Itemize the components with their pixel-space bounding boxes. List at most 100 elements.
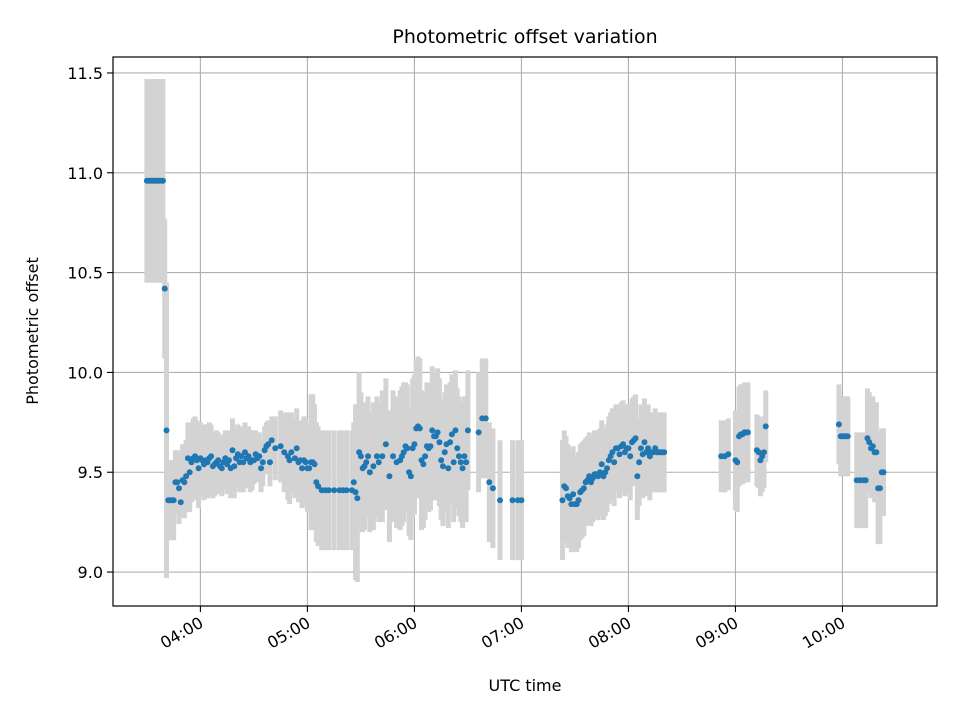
data-point bbox=[570, 491, 577, 498]
data-point bbox=[175, 485, 182, 492]
data-point bbox=[422, 453, 429, 460]
data-point bbox=[454, 445, 461, 452]
data-point bbox=[450, 459, 457, 466]
data-point bbox=[195, 465, 202, 472]
data-point bbox=[744, 429, 751, 436]
data-point bbox=[241, 449, 248, 456]
data-point bbox=[404, 445, 411, 452]
data-point bbox=[616, 451, 623, 458]
data-point bbox=[625, 445, 632, 452]
data-point bbox=[497, 497, 504, 504]
data-point bbox=[311, 461, 318, 468]
data-point bbox=[357, 453, 364, 460]
data-point bbox=[609, 449, 616, 456]
data-point bbox=[331, 487, 338, 494]
data-point bbox=[208, 453, 215, 460]
data-point bbox=[457, 459, 464, 466]
data-point bbox=[265, 441, 272, 448]
data-point bbox=[225, 457, 232, 464]
data-point bbox=[518, 497, 525, 504]
data-point bbox=[611, 459, 618, 466]
y-tick-label: 11.0 bbox=[67, 164, 103, 183]
data-point bbox=[184, 455, 191, 462]
data-point bbox=[475, 429, 482, 436]
data-point bbox=[427, 443, 434, 450]
data-point bbox=[379, 453, 386, 460]
data-point bbox=[411, 441, 418, 448]
data-point bbox=[862, 477, 869, 484]
data-point bbox=[186, 469, 193, 476]
data-point bbox=[637, 445, 644, 452]
data-point bbox=[559, 497, 566, 504]
data-point bbox=[259, 459, 266, 466]
data-point bbox=[293, 445, 300, 452]
data-point bbox=[258, 465, 265, 472]
data-point bbox=[464, 427, 471, 434]
data-point bbox=[306, 465, 313, 472]
data-point bbox=[463, 459, 470, 466]
data-point bbox=[343, 487, 350, 494]
y-tick-label: 11.5 bbox=[67, 64, 103, 83]
data-point bbox=[218, 465, 225, 472]
data-point bbox=[880, 469, 887, 476]
data-point bbox=[486, 479, 493, 486]
data-point bbox=[634, 473, 641, 480]
data-point bbox=[181, 479, 188, 486]
data-point bbox=[641, 439, 648, 446]
data-point bbox=[256, 453, 263, 460]
data-point bbox=[268, 437, 275, 444]
data-point bbox=[445, 465, 452, 472]
data-point bbox=[762, 423, 769, 430]
y-tick-label: 10.5 bbox=[67, 264, 103, 283]
data-point bbox=[366, 469, 373, 476]
data-point bbox=[429, 427, 436, 434]
data-point bbox=[760, 449, 767, 456]
data-points bbox=[143, 177, 887, 508]
data-point bbox=[375, 459, 382, 466]
data-point bbox=[281, 449, 288, 456]
data-point bbox=[873, 449, 880, 456]
data-point bbox=[866, 439, 873, 446]
data-point bbox=[439, 463, 446, 470]
data-point bbox=[373, 453, 380, 460]
data-point bbox=[434, 429, 441, 436]
plot-frame bbox=[112, 56, 938, 607]
data-point bbox=[844, 433, 851, 440]
data-point bbox=[876, 485, 883, 492]
data-point bbox=[604, 465, 611, 472]
data-point bbox=[215, 457, 222, 464]
data-point bbox=[441, 449, 448, 456]
data-point bbox=[725, 451, 732, 458]
data-point bbox=[835, 421, 842, 428]
data-point bbox=[354, 495, 361, 502]
data-point bbox=[365, 453, 372, 460]
data-point bbox=[436, 439, 443, 446]
x-axis-title: UTC time bbox=[489, 676, 562, 695]
data-point bbox=[448, 431, 455, 438]
y-axis-title: Photometric offset bbox=[23, 257, 42, 405]
data-point bbox=[382, 441, 389, 448]
plot-area bbox=[113, 57, 937, 606]
data-point bbox=[627, 453, 634, 460]
data-point bbox=[598, 461, 605, 468]
data-point bbox=[489, 485, 496, 492]
chart-title: Photometric offset variation bbox=[392, 26, 657, 48]
data-point bbox=[363, 459, 370, 466]
data-point bbox=[170, 497, 177, 504]
data-point bbox=[240, 459, 247, 466]
data-point bbox=[575, 497, 582, 504]
data-point bbox=[174, 479, 181, 486]
y-tick-label: 9.5 bbox=[78, 463, 103, 482]
data-point bbox=[177, 499, 184, 506]
data-point bbox=[390, 453, 397, 460]
data-point bbox=[229, 447, 236, 454]
data-point bbox=[734, 459, 741, 466]
data-point bbox=[370, 463, 377, 470]
data-point bbox=[350, 479, 357, 486]
data-point bbox=[461, 453, 468, 460]
data-point bbox=[632, 435, 639, 442]
data-point bbox=[161, 285, 168, 292]
data-point bbox=[163, 427, 170, 434]
data-point bbox=[315, 483, 322, 490]
